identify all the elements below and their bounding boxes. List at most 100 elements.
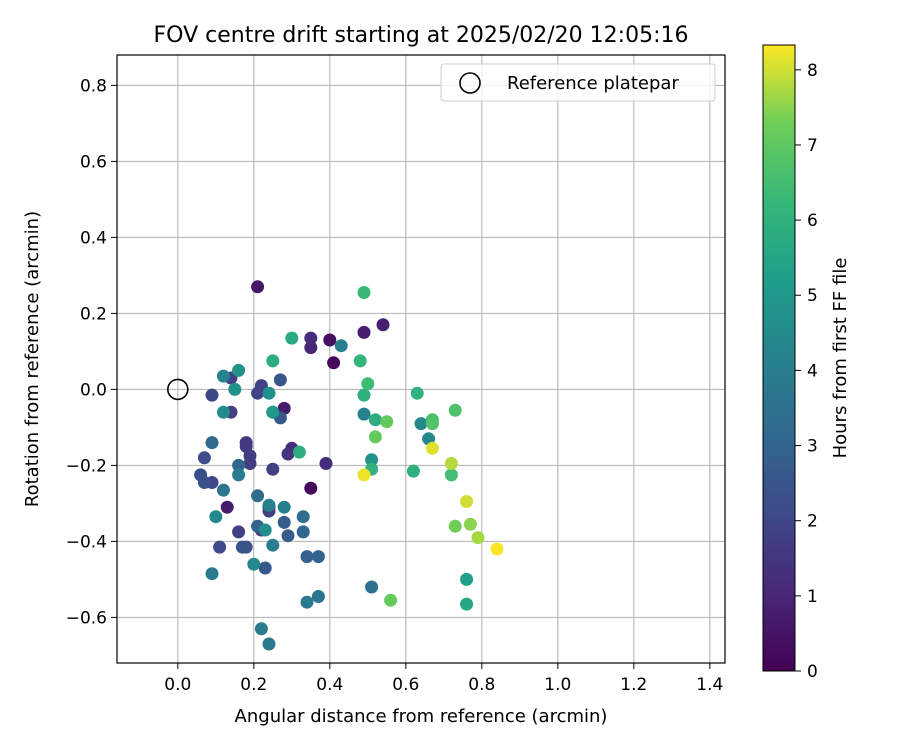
scatter-point <box>258 523 272 537</box>
x-tick-label: 0.6 <box>392 675 419 695</box>
scatter-point <box>444 468 458 482</box>
scatter-point <box>300 595 314 609</box>
y-tick-label: 0.6 <box>80 152 107 172</box>
scatter-points <box>194 280 504 651</box>
legend: Reference platepar <box>440 63 716 102</box>
x-axis: 0.0 0.2 0.4 0.6 0.8 1.0 1.2 1.4 <box>164 663 723 695</box>
colorbar-label: Hours from first FF file <box>830 258 851 459</box>
scatter-point <box>205 388 219 402</box>
scatter-point <box>209 510 223 524</box>
scatter-point <box>311 550 325 564</box>
colorbar-tick-label: 5 <box>807 286 818 306</box>
y-axis-label: Rotation from reference (arcmin) <box>22 211 43 507</box>
y-tick-label: 0.2 <box>80 304 107 324</box>
scatter-point <box>425 441 439 455</box>
x-tick-label: 0.8 <box>468 675 495 695</box>
scatter-point <box>254 622 268 636</box>
y-tick-label: 0.0 <box>80 380 107 400</box>
scatter-point <box>239 540 253 554</box>
scatter-point <box>251 489 265 503</box>
x-tick-label: 0.0 <box>164 675 191 695</box>
scatter-point <box>357 286 371 299</box>
colorbar-tick-label: 1 <box>807 587 818 607</box>
reference-platepar-marker <box>167 378 189 401</box>
scatter-point <box>368 430 382 444</box>
scatter-point <box>251 280 265 294</box>
scatter-point <box>311 590 325 603</box>
scatter-point <box>463 517 477 531</box>
scatter-point <box>197 451 211 465</box>
scatter-point <box>243 457 257 470</box>
scatter-point <box>361 377 375 391</box>
y-tick-label: −0.6 <box>66 608 107 628</box>
scatter-point <box>266 538 280 552</box>
colorbar <box>762 44 796 672</box>
scatter-point <box>266 405 280 419</box>
scatter-point <box>205 436 219 450</box>
colorbar-axis: 0 1 2 3 4 5 6 7 8 <box>795 61 818 682</box>
x-tick-label: 1.2 <box>620 675 647 695</box>
y-axis: −0.6 −0.4 −0.2 0.0 0.2 0.4 0.6 0.8 <box>66 76 117 628</box>
scatter-point <box>285 331 299 345</box>
scatter-point <box>262 386 276 400</box>
scatter-point <box>247 557 261 571</box>
plot-frame <box>116 54 726 664</box>
scatter-point <box>258 561 272 575</box>
colorbar-tick-label: 2 <box>807 512 818 532</box>
x-tick-label: 0.4 <box>316 675 343 695</box>
colorbar-tick-label: 3 <box>807 437 818 457</box>
scatter-point <box>281 447 295 461</box>
scatter-point <box>448 403 462 417</box>
scatter-point <box>406 464 420 478</box>
scatter-point <box>228 382 242 396</box>
scatter-point <box>410 386 424 400</box>
scatter-point <box>304 331 318 345</box>
scatter-point <box>384 593 398 607</box>
y-tick-label: −0.2 <box>66 456 107 476</box>
scatter-point <box>304 481 318 495</box>
y-tick-label: 0.4 <box>80 228 107 248</box>
scatter-point <box>357 388 371 402</box>
scatter-point <box>365 453 379 467</box>
scatter-point <box>232 468 246 482</box>
x-tick-label: 1.0 <box>544 675 571 695</box>
scatter-point <box>300 550 314 564</box>
scatter-point <box>266 462 280 476</box>
scatter-point <box>213 540 227 554</box>
scatter-point <box>490 542 504 556</box>
scatter-point <box>380 415 394 429</box>
scatter-point <box>273 373 287 387</box>
scatter-point <box>232 363 246 377</box>
scatter-point <box>414 417 428 431</box>
scatter-point <box>296 525 310 539</box>
colorbar-tick-label: 0 <box>807 662 818 682</box>
scatter-point <box>277 515 291 529</box>
scatter-point <box>296 510 310 524</box>
scatter-point <box>471 531 485 545</box>
colorbar-tick-label: 8 <box>807 61 818 81</box>
scatter-point <box>460 495 474 508</box>
scatter-point <box>197 476 211 489</box>
scatter-point <box>304 341 318 355</box>
scatter-point <box>205 567 219 581</box>
scatter-point <box>353 354 367 368</box>
scatter-point <box>357 468 371 482</box>
colorbar-tick-label: 6 <box>807 211 818 231</box>
scatter-point <box>376 318 390 332</box>
scatter-point <box>334 339 348 353</box>
scatter-point <box>327 356 341 370</box>
scatter-point <box>262 498 276 512</box>
scatter-point <box>460 572 474 586</box>
scatter-point <box>425 417 439 431</box>
x-axis-label: Angular distance from reference (arcmin) <box>235 706 608 727</box>
x-tick-label: 1.4 <box>696 675 723 695</box>
colorbar-tick-label: 4 <box>807 361 818 381</box>
scatter-point <box>357 407 371 421</box>
scatter-point <box>323 333 337 347</box>
scatter-point <box>444 457 458 470</box>
scatter-point <box>368 413 382 427</box>
scatter-point <box>216 405 230 419</box>
scatter-point <box>266 354 280 368</box>
